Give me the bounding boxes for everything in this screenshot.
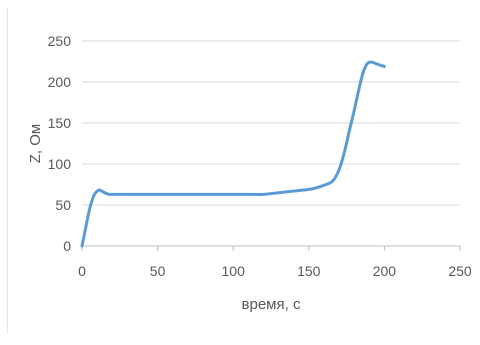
gridlines bbox=[82, 40, 460, 206]
y-tick-label: 100 bbox=[48, 156, 72, 172]
axes bbox=[81, 245, 461, 251]
y-tick-label: 0 bbox=[63, 238, 71, 254]
series-line bbox=[80, 60, 386, 248]
y-tick-label: 200 bbox=[48, 74, 72, 90]
y-tick-label: 150 bbox=[48, 115, 72, 131]
x-axis-title: время, с bbox=[242, 296, 301, 313]
x-tick-label: 200 bbox=[373, 263, 397, 279]
x-tick-label: 250 bbox=[448, 263, 472, 279]
chart-frame-edge bbox=[7, 8, 8, 334]
y-tick-label: 50 bbox=[55, 197, 71, 213]
axis-labels: 0 50 100 150 200 250 0 50 100 150 200 250 время, с Z,… bbox=[27, 33, 472, 313]
x-tick-label: 0 bbox=[78, 263, 86, 279]
y-tick-label: 250 bbox=[48, 33, 72, 49]
x-tick-label: 100 bbox=[222, 263, 246, 279]
y-axis-title: Z, Ом bbox=[27, 124, 44, 163]
series bbox=[80, 60, 386, 248]
x-tick-label: 50 bbox=[150, 263, 166, 279]
x-tick-label: 150 bbox=[297, 263, 321, 279]
